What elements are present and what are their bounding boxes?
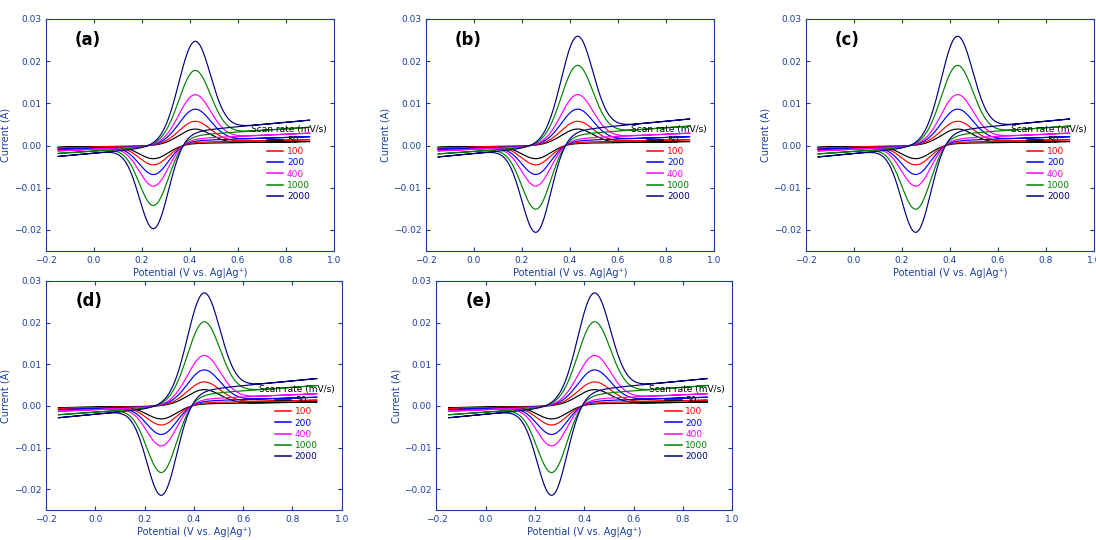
Legend: 50, 100, 200, 400, 1000, 2000: 50, 100, 200, 400, 1000, 2000 [630,125,707,201]
Y-axis label: Current (A): Current (A) [1,108,11,162]
Legend: 50, 100, 200, 400, 1000, 2000: 50, 100, 200, 400, 1000, 2000 [251,125,327,201]
Y-axis label: Current (A): Current (A) [380,108,391,162]
X-axis label: Potential (V vs. Ag|Ag⁺): Potential (V vs. Ag|Ag⁺) [137,527,251,537]
X-axis label: Potential (V vs. Ag|Ag⁺): Potential (V vs. Ag|Ag⁺) [892,268,1007,278]
X-axis label: Potential (V vs. Ag|Ag⁺): Potential (V vs. Ag|Ag⁺) [133,268,248,278]
Y-axis label: Current (A): Current (A) [1,368,11,423]
Y-axis label: Current (A): Current (A) [761,108,770,162]
Legend: 50, 100, 200, 400, 1000, 2000: 50, 100, 200, 400, 1000, 2000 [259,385,334,461]
Text: (a): (a) [75,30,101,49]
Text: (d): (d) [76,292,103,310]
Text: (c): (c) [835,30,859,49]
Legend: 50, 100, 200, 400, 1000, 2000: 50, 100, 200, 400, 1000, 2000 [1011,125,1086,201]
Legend: 50, 100, 200, 400, 1000, 2000: 50, 100, 200, 400, 1000, 2000 [649,385,724,461]
Text: (b): (b) [455,30,481,49]
X-axis label: Potential (V vs. Ag|Ag⁺): Potential (V vs. Ag|Ag⁺) [527,527,641,537]
X-axis label: Potential (V vs. Ag|Ag⁺): Potential (V vs. Ag|Ag⁺) [513,268,627,278]
Text: (e): (e) [466,292,492,310]
Y-axis label: Current (A): Current (A) [391,368,401,423]
